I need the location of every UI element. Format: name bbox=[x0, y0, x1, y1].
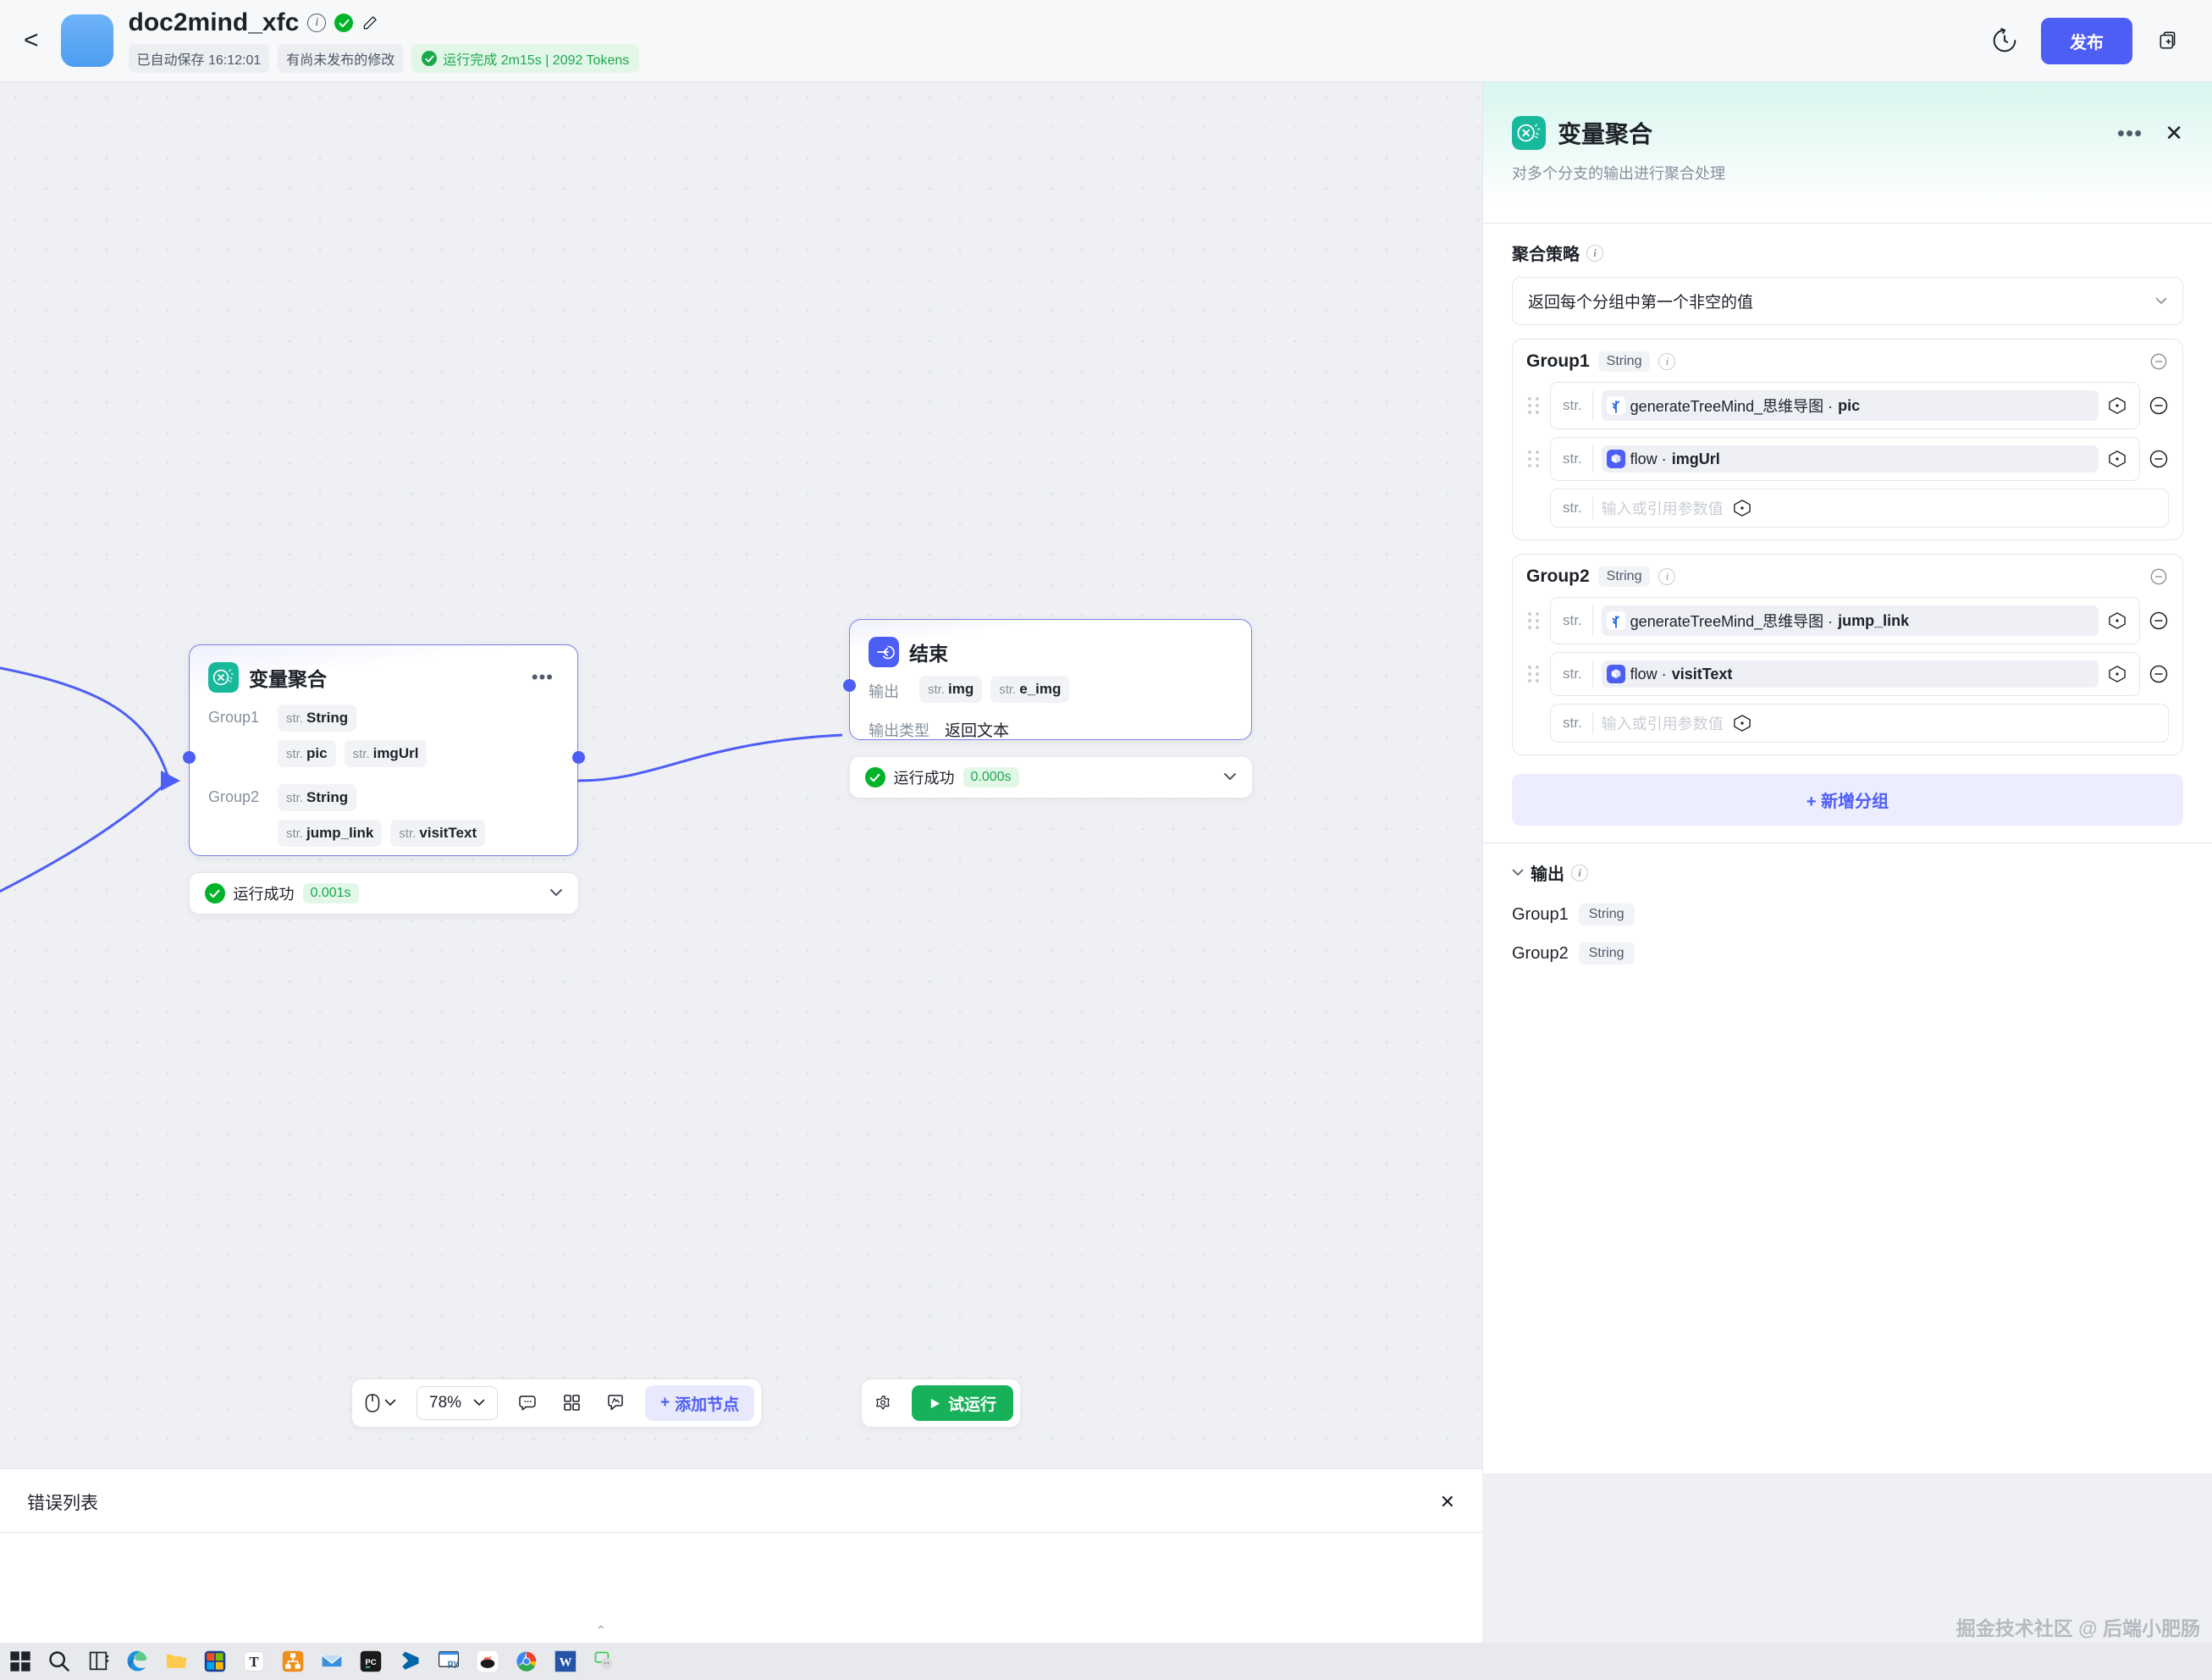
svg-text:PC: PC bbox=[365, 1658, 376, 1667]
svg-text:W: W bbox=[560, 1655, 572, 1669]
svg-text:T: T bbox=[249, 1654, 258, 1670]
svg-text:py: py bbox=[448, 1658, 460, 1668]
